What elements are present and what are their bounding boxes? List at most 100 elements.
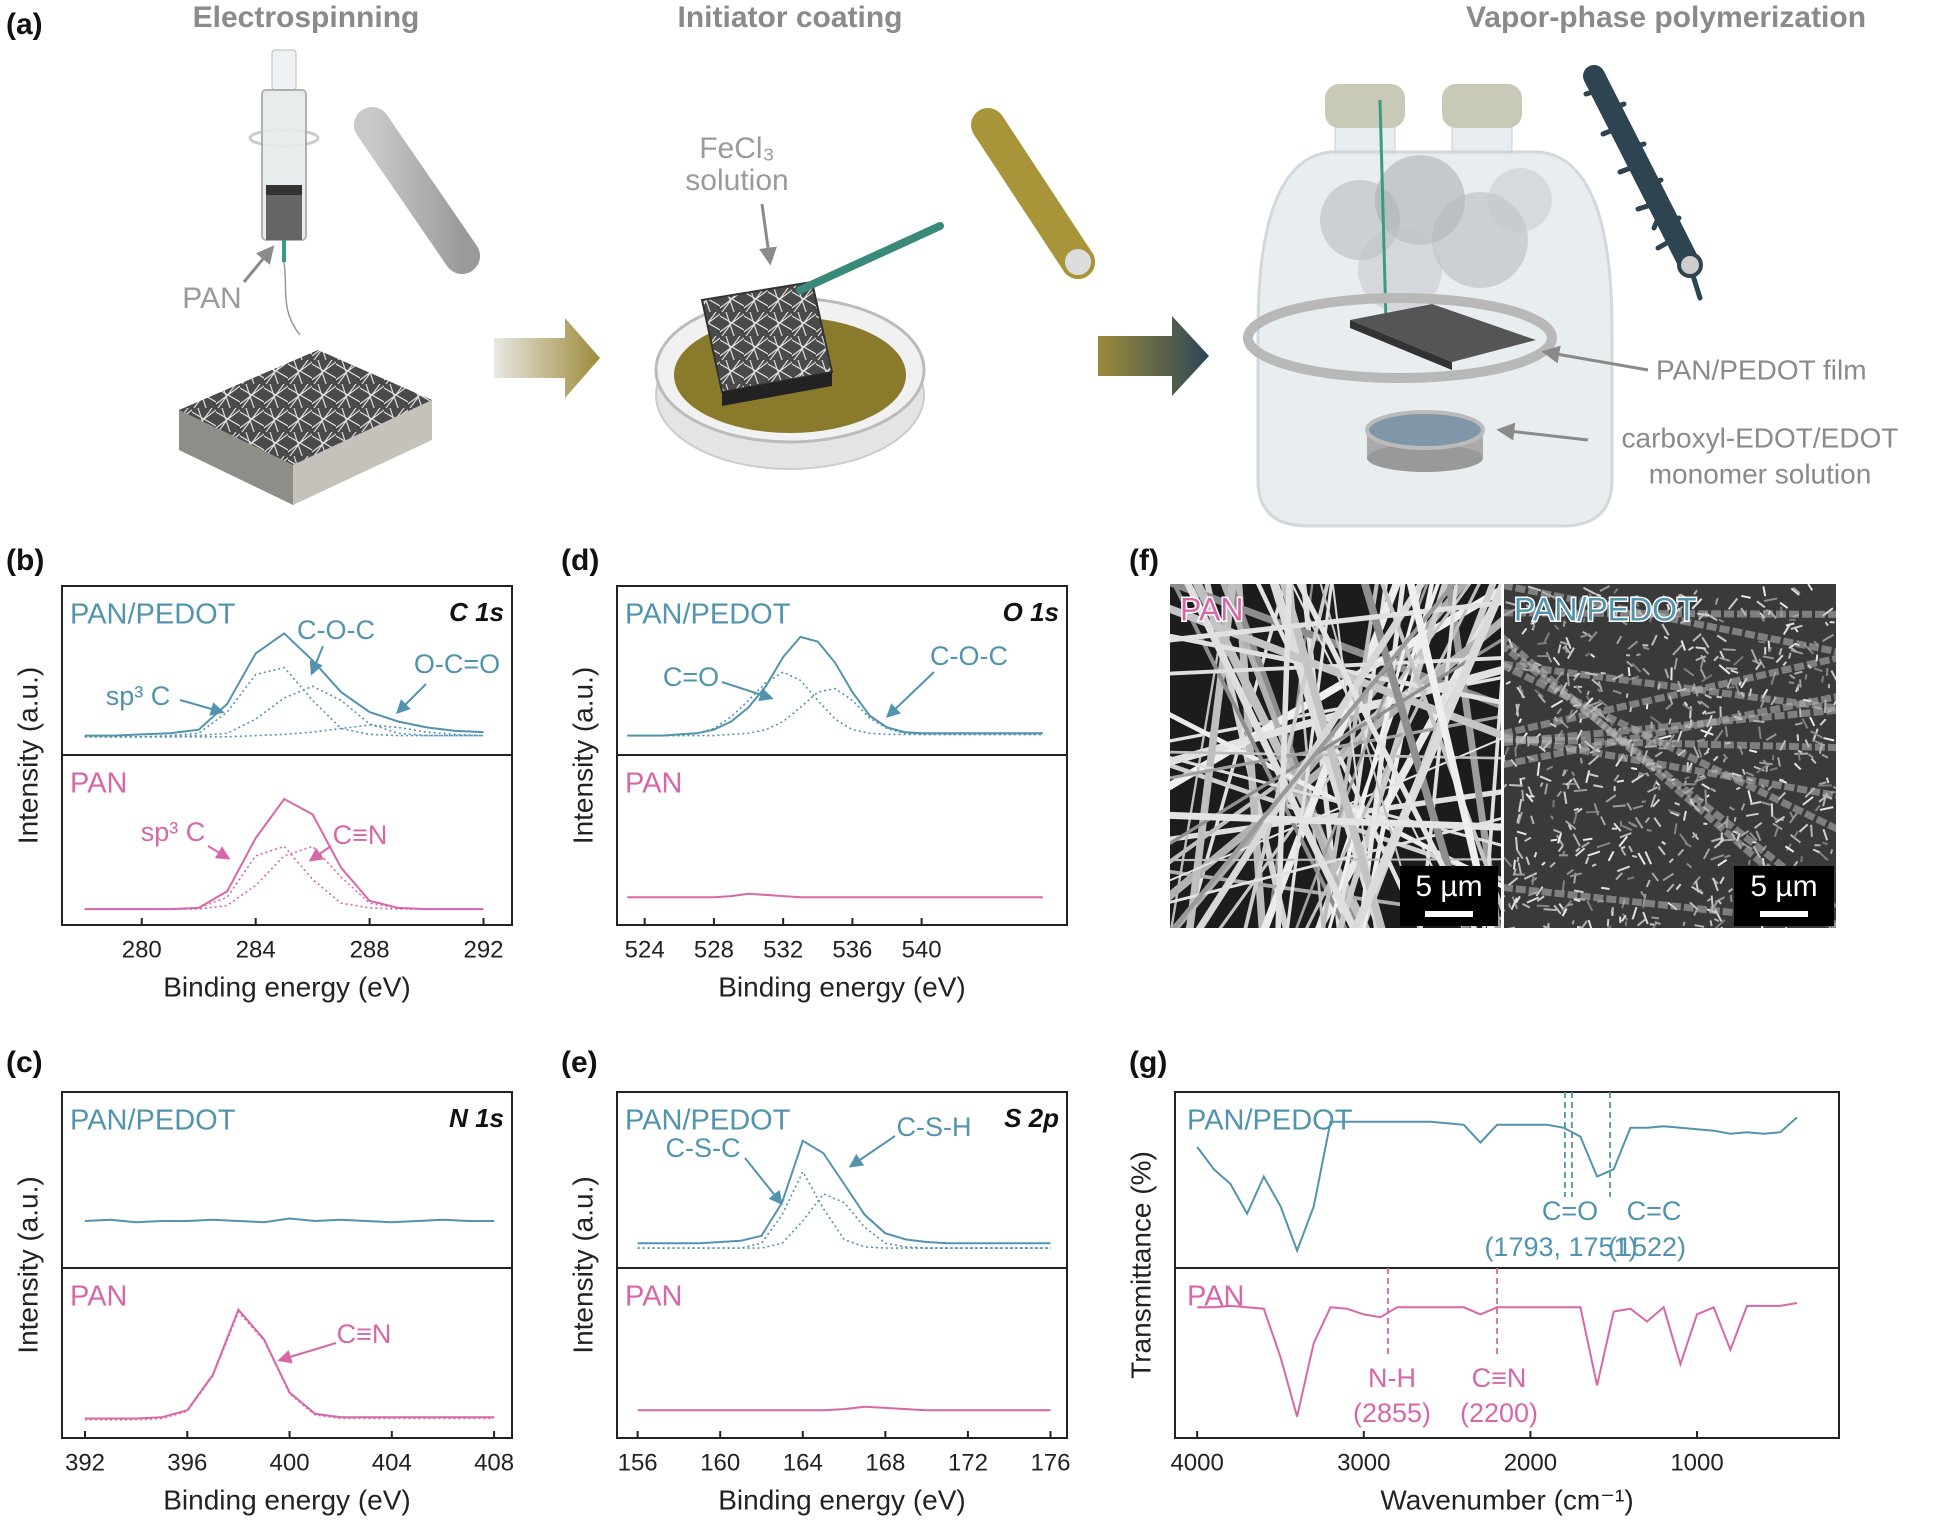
sem-texture — [1642, 646, 1650, 651]
sem-texture — [1733, 816, 1737, 822]
sem-texture — [1573, 898, 1581, 903]
sem-texture — [1514, 747, 1517, 757]
sem-texture — [1701, 636, 1710, 649]
sem-texture — [1750, 800, 1762, 806]
sem-fiber — [1186, 584, 1237, 928]
sem-texture — [1810, 757, 1817, 764]
subplot-name: PAN — [625, 1281, 682, 1313]
sem-texture — [1748, 749, 1758, 754]
sem-texture — [1702, 848, 1711, 860]
x-tick-label: 164 — [783, 1449, 823, 1476]
sem-texture — [1655, 781, 1661, 787]
sem-texture — [1542, 925, 1550, 928]
spectrum-line — [1196, 1116, 1798, 1254]
sem-texture — [1782, 661, 1788, 667]
annotation: C≡N — [333, 820, 388, 850]
sem-fiber — [1170, 600, 1501, 643]
sem-texture — [1616, 865, 1631, 873]
sem-texture — [1651, 872, 1660, 882]
sem-texture — [1682, 921, 1686, 927]
sem-texture — [1504, 754, 1506, 762]
sem-texture — [1672, 644, 1683, 656]
sem-texture — [1765, 733, 1777, 742]
sem-texture — [1606, 918, 1610, 927]
sem-texture — [1587, 919, 1593, 928]
sem-fiber — [1170, 817, 1501, 904]
sem-texture — [1553, 828, 1562, 834]
sem-texture — [1822, 828, 1829, 841]
sem-texture — [1793, 830, 1799, 838]
panel-label: (e) — [561, 1046, 598, 1079]
sem-texture — [1724, 726, 1729, 737]
x-tick-label: 524 — [625, 936, 665, 963]
sem-texture — [1552, 656, 1561, 666]
x-tick-label: 3000 — [1337, 1449, 1390, 1476]
sem-texture — [1613, 774, 1620, 782]
sem-texture — [1626, 660, 1634, 668]
sem-texture — [1607, 850, 1615, 862]
sem-texture — [1553, 904, 1562, 915]
annotation: sp³ C — [141, 817, 206, 847]
sem-texture — [1543, 908, 1557, 912]
annotation-arrow — [744, 1157, 783, 1206]
sem-texture — [1694, 924, 1705, 928]
sem-texture — [1809, 716, 1816, 727]
sem-texture — [1533, 851, 1538, 858]
sem-texture — [1709, 920, 1713, 927]
sem-texture — [1762, 655, 1774, 660]
sem-texture — [1747, 859, 1751, 865]
sem-texture — [1789, 646, 1798, 653]
sem-fiber — [1195, 584, 1426, 928]
sem-texture — [1588, 772, 1599, 778]
sem-texture — [1726, 678, 1732, 689]
sem-texture — [1597, 688, 1602, 693]
sem-texture — [1821, 675, 1825, 683]
sem-texture — [1802, 795, 1814, 806]
subplot-name: PAN/PEDOT — [625, 1105, 791, 1137]
sem-texture — [1765, 766, 1769, 773]
sem-texture — [1607, 925, 1612, 928]
x-tick-label: 280 — [122, 936, 162, 963]
subplot-name: PAN/PEDOT — [70, 599, 236, 631]
sem-texture — [1566, 868, 1574, 876]
sem-texture — [1504, 783, 1508, 789]
sem-texture — [1516, 830, 1527, 836]
sem-texture — [1562, 769, 1567, 775]
sem-texture — [1728, 806, 1735, 811]
sem-texture — [1600, 671, 1606, 675]
sem-texture — [1762, 586, 1767, 597]
sem-texture — [1579, 757, 1583, 764]
sem-texture — [1694, 772, 1701, 785]
sem-texture — [1716, 634, 1727, 643]
sem-texture — [1763, 597, 1778, 603]
sem-texture — [1673, 823, 1678, 835]
sem-texture — [1619, 832, 1632, 839]
sem-texture — [1768, 646, 1773, 653]
sem-texture — [1778, 648, 1783, 656]
subplot-name: PAN/PEDOT — [625, 599, 791, 631]
x-tick-label: 400 — [270, 1449, 310, 1476]
sem-texture — [1704, 693, 1712, 699]
sem-texture — [1593, 784, 1604, 788]
sem-texture — [1697, 700, 1702, 705]
sem-texture — [1526, 896, 1540, 904]
sem-fiber — [1170, 656, 1501, 676]
sem-texture — [1652, 798, 1661, 808]
sem-texture — [1753, 765, 1765, 772]
sem-texture — [1644, 816, 1651, 824]
sem-texture — [1705, 747, 1710, 754]
sem-texture — [1569, 709, 1574, 716]
sem-texture — [1774, 815, 1786, 824]
fecl3-label: solution — [685, 164, 788, 197]
sem-texture — [1733, 655, 1744, 666]
sem-texture — [1797, 749, 1803, 754]
sem-texture — [1588, 755, 1600, 766]
sem-texture — [1634, 816, 1644, 829]
sem-texture — [1680, 640, 1687, 651]
sem-texture — [1782, 623, 1792, 636]
sem-texture — [1556, 790, 1563, 798]
x-tick-label: 532 — [763, 936, 803, 963]
sem-texture — [1572, 833, 1581, 847]
sem-texture — [1570, 771, 1576, 777]
sem-texture — [1683, 782, 1696, 786]
